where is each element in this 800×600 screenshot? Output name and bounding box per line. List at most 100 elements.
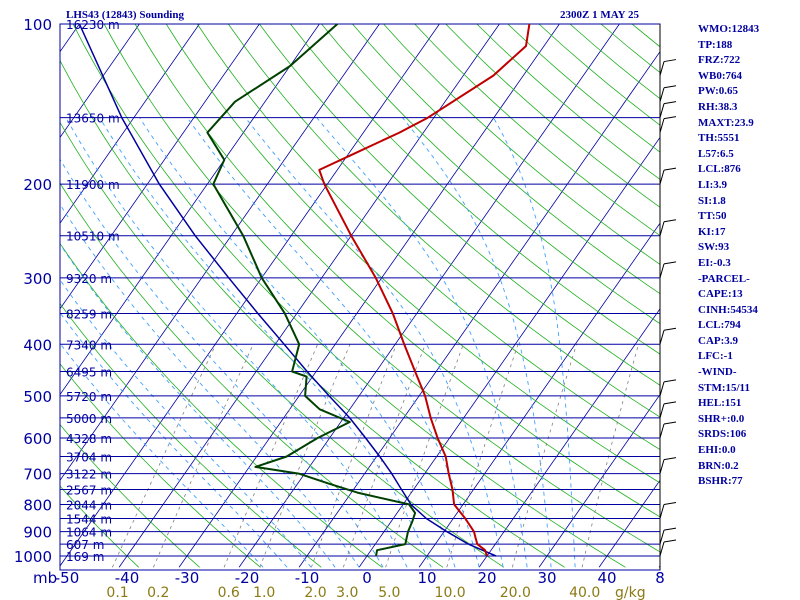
- moist-adiabat-line: [493, 117, 576, 568]
- mixing-ratio-label: 40.0: [569, 585, 600, 600]
- index-item: TP:188: [698, 38, 733, 51]
- index-item: WB0:764: [698, 69, 742, 82]
- isotherm-line: [0, 12, 28, 567]
- index-item: EI:-0.3: [698, 256, 731, 269]
- wind-barb: [659, 504, 665, 519]
- mixing-ratio-label: 0.1: [106, 585, 128, 600]
- height-label: 2567 m: [66, 484, 112, 498]
- wind-barb: [659, 263, 665, 278]
- temperature-tick-label: 0: [362, 569, 372, 587]
- pressure-unit-label: mb: [33, 569, 57, 587]
- wind-barb-flag: [663, 501, 677, 505]
- moist-adiabat-line: [186, 117, 480, 568]
- wind-barb-flag: [663, 457, 677, 461]
- wind-barb: [659, 118, 665, 133]
- mixing-ratio-line: [342, 344, 426, 568]
- mixing-ratio-label: 1.0: [253, 585, 275, 600]
- dry-adiabat-line: [60, 182, 444, 568]
- index-item: SHR+:0.0: [698, 412, 745, 425]
- index-item: -PARCEL-: [698, 272, 750, 285]
- wind-barb-flag: [663, 116, 677, 120]
- height-label: 3704 m: [66, 450, 112, 464]
- pressure-tick-label: 700: [23, 466, 52, 484]
- dry-adiabat-line: [60, 363, 261, 568]
- isotherm-line: [178, 24, 560, 568]
- height-label: 11900 m: [66, 178, 120, 192]
- mixing-ratio-line: [259, 344, 351, 568]
- pressure-tick-label: 300: [23, 270, 52, 288]
- wind-barb: [659, 381, 665, 396]
- index-item: LFC:-1: [698, 350, 733, 363]
- wind-barb: [659, 330, 665, 345]
- isotherm-line: [60, 24, 380, 481]
- isotherm-line: [60, 24, 200, 224]
- height-label: 607 m: [66, 538, 104, 552]
- index-item: PW:0.65: [698, 85, 739, 98]
- index-item: TT:50: [698, 210, 727, 223]
- height-label: 7340 m: [66, 338, 112, 352]
- temperature-tick-label: -20: [235, 569, 260, 587]
- dry-adiabat-line: [134, 24, 660, 518]
- wind-barb: [659, 459, 665, 474]
- dry-adiabat-line: [60, 121, 505, 568]
- background-lines: [0, 12, 660, 568]
- temperature-tick-label: 10: [417, 569, 436, 587]
- wind-barb: [659, 221, 665, 236]
- mixing-ratio-label: 0.6: [218, 585, 240, 600]
- pressure-tick-label: 1000: [14, 548, 52, 566]
- mixing-ratio-line: [223, 344, 318, 568]
- moist-adiabat-line: [60, 203, 360, 568]
- moist-adiabat-line: [316, 117, 528, 568]
- pressure-tick-label: 800: [23, 496, 52, 514]
- wind-barb-flag: [663, 167, 677, 171]
- index-item: SRDS:106: [698, 428, 747, 441]
- height-label: 169 m: [66, 550, 104, 564]
- index-item: EHI:0.0: [698, 444, 736, 457]
- height-label: 8259 m: [66, 307, 112, 321]
- wind-barb-flag: [663, 421, 677, 425]
- dry-adiabat-line: [227, 24, 660, 418]
- moist-adiabat-line: [402, 117, 552, 568]
- height-label: 4328 m: [66, 432, 112, 446]
- index-item: HEL:151: [698, 397, 742, 410]
- dry-adiabat-line: [60, 485, 140, 568]
- temperature-tick-label: -50: [55, 569, 80, 587]
- index-item: CAPE:13: [698, 288, 743, 301]
- isotherm-line: [538, 393, 660, 568]
- mixing-ratio-label: 10.0: [435, 585, 466, 600]
- temperature-tick-label: 8: [655, 569, 665, 587]
- mixing-ratio-label: 0.2: [147, 585, 169, 600]
- wind-barb: [659, 530, 665, 545]
- dry-adiabat-line: [60, 423, 200, 568]
- wind-barb-flag: [663, 101, 677, 105]
- height-label: 13650 m: [66, 112, 120, 126]
- pressure-tick-label: 400: [23, 336, 52, 354]
- dry-adiabat-line: [60, 59, 565, 568]
- dry-adiabat-line: [383, 24, 660, 265]
- moist-adiabat-line: [99, 117, 432, 568]
- height-label: 16230 m: [66, 18, 120, 32]
- wind-barbs: [659, 24, 677, 570]
- index-item: CINH:54534: [698, 303, 758, 316]
- height-label: 1544 m: [66, 512, 112, 526]
- index-item: -WIND-: [698, 366, 737, 379]
- index-item: RH:38.3: [698, 100, 738, 113]
- index-item: TH:5551: [698, 132, 740, 145]
- height-label: 3122 m: [66, 468, 112, 482]
- height-label: 1064 m: [66, 526, 112, 540]
- wind-barb-flag: [663, 327, 677, 331]
- parcel-line: [78, 24, 497, 557]
- wind-barb-flag: [663, 539, 677, 543]
- height-label: 9320 m: [66, 272, 112, 286]
- height-label: 5720 m: [66, 390, 112, 404]
- mixing-ratio-unit: g/kg: [615, 585, 646, 600]
- dry-adiabat-line: [290, 24, 660, 355]
- index-item: STM:15/11: [698, 381, 750, 394]
- isotherm-line: [298, 51, 660, 568]
- index-item: BRN:0.2: [698, 459, 739, 472]
- temperature-tick-label: 40: [597, 569, 616, 587]
- mixing-ratio-line: [446, 344, 519, 568]
- temperature-tick-label: -30: [175, 569, 200, 587]
- wind-barb-flag: [663, 261, 677, 265]
